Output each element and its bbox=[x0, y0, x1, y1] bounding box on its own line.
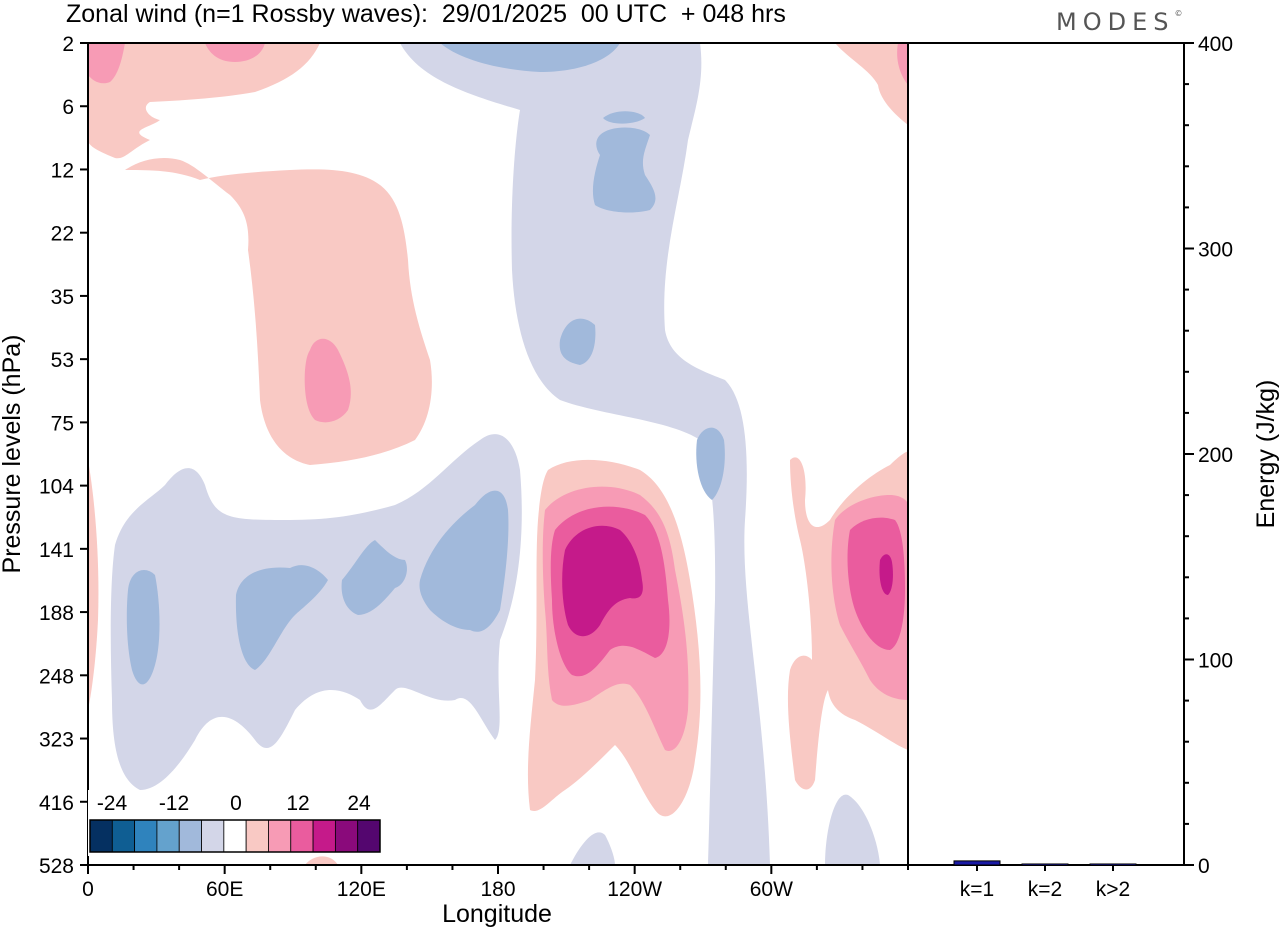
colorbar-label: 0 bbox=[230, 792, 242, 815]
negative-patch-d bbox=[419, 490, 509, 632]
colorbar-label: -24 bbox=[97, 792, 128, 815]
pressure-tick-label: 188 bbox=[39, 602, 74, 625]
colorbar-swatch bbox=[156, 819, 180, 853]
copyright-mark: © bbox=[1174, 9, 1183, 18]
pressure-tick-label: 22 bbox=[51, 223, 74, 246]
colorbar-swatch bbox=[268, 819, 292, 853]
pressure-tick-label: 141 bbox=[39, 539, 74, 562]
pressure-tick-label: 75 bbox=[51, 412, 74, 435]
colorbar-swatch bbox=[312, 819, 336, 853]
pressure-tick-label: 528 bbox=[39, 855, 74, 878]
pressure-tick-label: 6 bbox=[62, 96, 74, 119]
energy-axis-title: Energy (J/kg) bbox=[1252, 380, 1280, 529]
longitude-axis: 0 60E 120E 180 120W 60W bbox=[82, 865, 909, 901]
longitude-tick-label: 180 bbox=[480, 878, 515, 901]
colorbar-label: -12 bbox=[159, 792, 189, 815]
negative-patch-mid bbox=[559, 318, 596, 365]
colorbar-swatch bbox=[223, 819, 247, 853]
positive-region-bottom bbox=[305, 856, 338, 865]
longitude-tick-label: 0 bbox=[82, 878, 94, 901]
negative-region-bottom-right bbox=[825, 794, 880, 865]
energy-category-label: k=2 bbox=[1028, 878, 1062, 901]
longitude-tick-label: 120E bbox=[337, 878, 386, 901]
colorbar-swatch bbox=[134, 819, 158, 853]
positive-max-central bbox=[562, 525, 643, 637]
positive-region-left-edge bbox=[88, 460, 99, 710]
chart-title: Zonal wind (n=1 Rossby waves): 29/01/202… bbox=[66, 0, 786, 28]
x-axis-title: Longitude bbox=[442, 900, 552, 928]
colorbar: -24 -12 0 12 24 bbox=[88, 790, 382, 856]
energy-axis: 0 100 200 300 400 bbox=[1184, 33, 1233, 878]
longitude-tick-label: 120W bbox=[607, 878, 662, 901]
contour-field bbox=[88, 43, 908, 865]
negative-patch-right bbox=[696, 427, 725, 500]
pressure-tick-label: 104 bbox=[39, 476, 74, 499]
positive-patch-strat bbox=[304, 338, 351, 423]
negative-patch-c bbox=[341, 540, 407, 615]
energy-bar bbox=[953, 860, 1001, 866]
pressure-tick-label: 2 bbox=[62, 33, 74, 56]
longitude-tick-label: 60W bbox=[750, 878, 793, 901]
colorbar-swatch bbox=[89, 819, 113, 853]
positive-region-upper-right bbox=[835, 43, 908, 125]
longitude-tick-label: 60E bbox=[206, 878, 243, 901]
colorbar-swatch bbox=[334, 819, 359, 853]
colorbar-swatch bbox=[201, 819, 225, 853]
negative-region-upper-center bbox=[400, 43, 770, 865]
positive-patch-b bbox=[205, 43, 265, 62]
pressure-tick-label: 416 bbox=[39, 792, 74, 815]
colorbar-label: 24 bbox=[347, 792, 371, 815]
pressure-tick-label: 53 bbox=[51, 349, 74, 372]
positive-max-right bbox=[879, 554, 893, 595]
energy-tick-label: 100 bbox=[1198, 650, 1233, 673]
negative-region-tropospheric bbox=[110, 434, 522, 790]
colorbar-swatch bbox=[290, 819, 314, 853]
positive-patch-a bbox=[88, 43, 125, 84]
energy-tick-label: 200 bbox=[1198, 444, 1233, 467]
pressure-axis: 2 6 12 22 35 53 75 104 141 188 248 323 416 528 bbox=[39, 33, 88, 878]
positive-core-right bbox=[847, 517, 905, 650]
negative-patch-upper-small bbox=[603, 111, 645, 124]
pressure-tick-label: 248 bbox=[39, 665, 74, 688]
positive-patch-c bbox=[897, 43, 908, 85]
colorbar-swatch bbox=[178, 819, 202, 853]
pressure-tick-label: 35 bbox=[51, 286, 74, 309]
energy-frame bbox=[907, 42, 1185, 866]
pressure-tick-label: 323 bbox=[39, 729, 74, 752]
positive-region-stratosphere bbox=[125, 158, 432, 465]
colorbar-label: 12 bbox=[286, 792, 309, 815]
colorbar-swatch bbox=[111, 819, 136, 853]
colorbar-swatch bbox=[357, 819, 381, 853]
energy-tick-label: 400 bbox=[1198, 33, 1233, 56]
energy-category-label: k>2 bbox=[1096, 878, 1130, 901]
colorbar-swatch bbox=[245, 819, 269, 853]
modes-logo: MODES© bbox=[1056, 8, 1182, 36]
colorbar-frame bbox=[89, 819, 381, 853]
pressure-tick-label: 12 bbox=[51, 159, 74, 182]
y-axis-title: Pressure levels (hPa) bbox=[0, 335, 26, 574]
positive-region-upper-left bbox=[88, 43, 320, 159]
negative-patch-top bbox=[440, 43, 620, 72]
energy-category-label: k=1 bbox=[960, 878, 994, 901]
energy-tick-label: 300 bbox=[1198, 239, 1233, 262]
energy-bars: k=1 k=2 k>2 bbox=[953, 860, 1137, 901]
negative-patch-upper bbox=[592, 127, 656, 213]
energy-tick-label: 0 bbox=[1198, 855, 1210, 878]
negative-region-bottom-center bbox=[570, 832, 615, 865]
brand-text: MODES bbox=[1056, 8, 1175, 36]
negative-patch-a bbox=[126, 570, 160, 685]
negative-patch-b bbox=[235, 565, 328, 670]
